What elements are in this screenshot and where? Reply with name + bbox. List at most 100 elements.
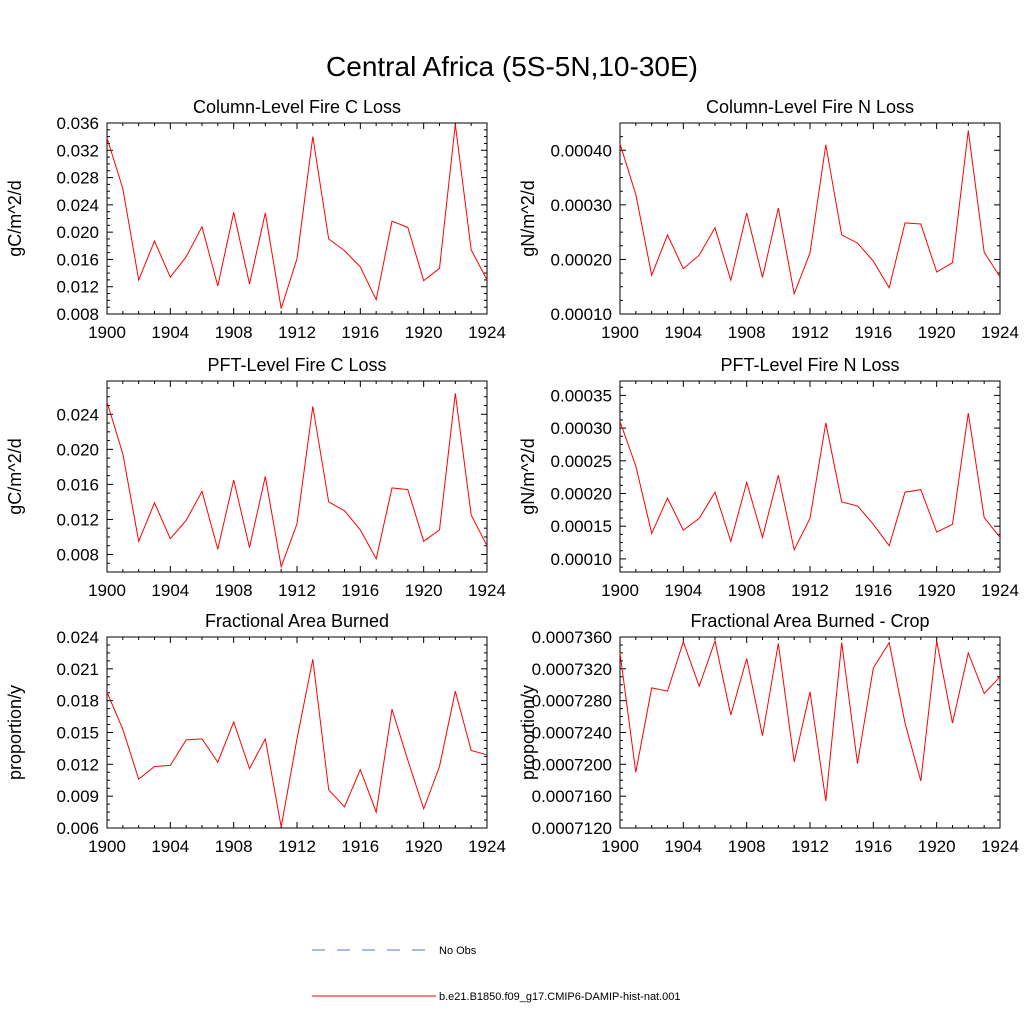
x-tick-label: 1916 [854,323,892,342]
x-tick-label: 1920 [918,581,956,600]
x-tick-label: 1904 [664,323,702,342]
y-tick-label: 0.00025 [551,452,612,471]
x-tick-label: 1908 [728,323,766,342]
y-tick-label: 0.00030 [551,196,612,215]
x-tick-label: 1900 [601,837,639,856]
y-tick-label: 0.00030 [551,419,612,438]
y-tick-label: 0.00015 [551,517,612,536]
y-tick-label: 0.012 [56,755,99,774]
y-tick-label: 0.00035 [551,386,612,405]
x-tick-label: 1912 [791,581,829,600]
x-tick-label: 1916 [341,837,379,856]
y-tick-label: 0.00010 [551,305,612,324]
plot-frame [106,380,488,573]
x-tick-label: 1900 [88,837,126,856]
y-tick-label: 0.008 [56,305,99,324]
main-title: Central Africa (5S-5N,10-30E) [326,51,698,82]
y-tick-label: 0.0007320 [532,660,612,679]
plot-frame [106,636,488,829]
x-tick-label: 1912 [791,323,829,342]
series-line [106,124,488,309]
x-tick-label: 1904 [664,581,702,600]
x-tick-label: 1900 [601,323,639,342]
x-tick-label: 1908 [215,837,253,856]
x-tick-label: 1904 [151,837,189,856]
x-tick-label: 1924 [468,323,506,342]
y-tick-label: 0.021 [56,660,99,679]
legend-obs-label: No Obs [439,945,477,957]
y-tick-label: 0.00020 [551,250,612,269]
plot-frame [619,122,1001,315]
x-tick-label: 1924 [468,581,506,600]
y-tick-label: 0.00040 [551,141,612,160]
x-tick-label: 1916 [341,581,379,600]
panel-title: Fractional Area Burned [205,611,389,631]
plot-frame [619,380,1001,573]
series-line [619,130,1001,296]
y-tick-label: 0.020 [56,440,99,459]
x-tick-label: 1900 [88,323,126,342]
x-tick-label: 1908 [215,323,253,342]
chart-panel: Column-Level Fire N Loss 1900 1904 1908 1912… [518,97,1019,342]
x-tick-label: 1904 [151,581,189,600]
panel-title: Fractional Area Burned - Crop [690,611,929,631]
y-tick-label: 0.016 [56,250,99,269]
y-tick-label: 0.024 [56,628,99,647]
y-tick-label: 0.00010 [551,550,612,569]
y-tick-label: 0.009 [56,787,99,806]
x-tick-label: 1920 [918,323,956,342]
panels: Column-Level Fire C Loss 1900 1904 1908 1912… [5,97,1019,856]
y-axis-label: proportion/y [518,685,538,780]
y-tick-label: 0.032 [56,141,99,160]
chart-panel: PFT-Level Fire N Loss 1900 1904 1908 1912 191… [518,355,1019,600]
series-line [106,659,488,827]
y-tick-label: 0.00020 [551,485,612,504]
x-tick-label: 1924 [981,581,1019,600]
panel-title: Column-Level Fire C Loss [193,97,401,117]
y-axis-label: gN/m^2/d [518,180,538,256]
series-line [619,639,1001,801]
y-axis-label: proportion/y [5,685,25,780]
y-tick-label: 0.006 [56,819,99,838]
y-tick-label: 0.0007360 [532,628,612,647]
y-tick-label: 0.0007200 [532,755,612,774]
x-tick-label: 1912 [278,837,316,856]
x-tick-label: 1920 [405,323,443,342]
y-tick-label: 0.012 [56,278,99,297]
x-tick-label: 1924 [981,323,1019,342]
x-tick-label: 1900 [601,581,639,600]
chart-panel: Fractional Area Burned - Crop 1900 1904 190… [518,611,1019,856]
x-tick-label: 1920 [918,837,956,856]
x-tick-label: 1920 [405,581,443,600]
y-tick-label: 0.0007240 [532,724,612,743]
plot-frame [619,636,1001,829]
x-tick-label: 1916 [854,581,892,600]
y-tick-label: 0.015 [56,724,99,743]
panel-title: PFT-Level Fire N Loss [720,355,899,375]
x-tick-label: 1924 [468,837,506,856]
y-tick-label: 0.0007160 [532,787,612,806]
y-axis-label: gC/m^2/d [5,180,25,256]
chart-panel: Column-Level Fire C Loss 1900 1904 1908 1912… [5,97,506,342]
x-tick-label: 1908 [728,837,766,856]
x-tick-label: 1908 [215,581,253,600]
x-tick-label: 1916 [854,837,892,856]
x-tick-label: 1916 [341,323,379,342]
series-line [619,413,1001,552]
y-tick-label: 0.008 [56,545,99,564]
panel-title: PFT-Level Fire C Loss [207,355,386,375]
series-line [106,393,488,569]
y-tick-label: 0.0007280 [532,692,612,711]
y-tick-label: 0.036 [56,114,99,133]
x-tick-label: 1912 [278,581,316,600]
y-axis-label: gN/m^2/d [518,438,538,514]
x-tick-label: 1904 [664,837,702,856]
x-tick-label: 1900 [88,581,126,600]
panel-title: Column-Level Fire N Loss [706,97,914,117]
x-tick-label: 1920 [405,837,443,856]
chart-panel: Fractional Area Burned 1900 1904 1908 1912 19… [5,611,506,856]
x-tick-label: 1908 [728,581,766,600]
x-tick-label: 1912 [278,323,316,342]
